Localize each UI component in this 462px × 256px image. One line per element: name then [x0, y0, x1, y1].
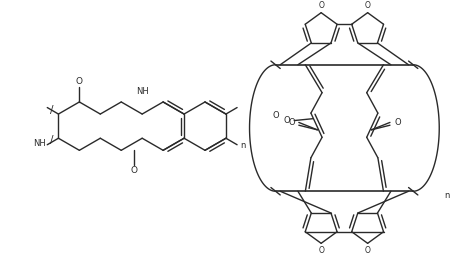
Text: NH: NH — [136, 87, 149, 96]
Text: O: O — [283, 116, 290, 125]
Text: O: O — [76, 77, 83, 86]
Text: O: O — [394, 118, 401, 127]
Text: n: n — [240, 141, 245, 150]
Text: n: n — [444, 191, 450, 200]
Text: O: O — [318, 246, 324, 255]
Text: O: O — [272, 111, 279, 120]
Text: O: O — [365, 1, 371, 10]
Text: O: O — [288, 118, 295, 127]
Text: O: O — [318, 1, 324, 10]
Text: O: O — [365, 246, 371, 255]
Text: /: / — [50, 105, 54, 115]
Text: NH: NH — [34, 139, 46, 148]
Text: /: / — [50, 135, 54, 145]
Text: O: O — [130, 166, 137, 175]
